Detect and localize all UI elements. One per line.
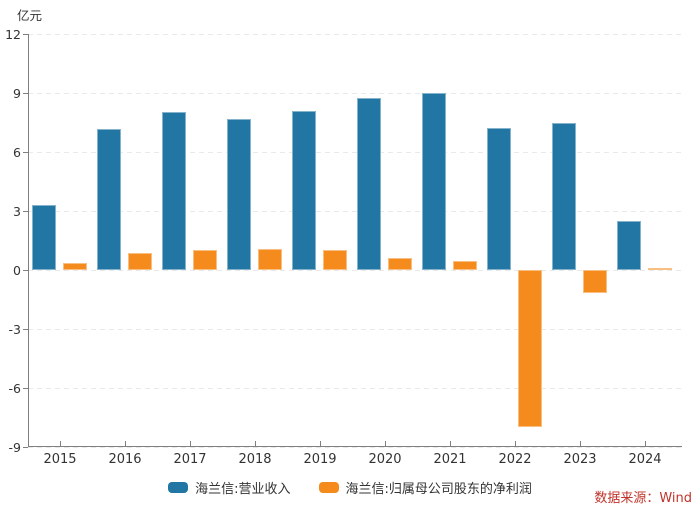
revenue-bar-2018: [227, 118, 251, 270]
y-tick-label-6: 6: [13, 144, 21, 160]
net-profit-bar-2016: [128, 253, 152, 270]
x-axis-tick-2018: [255, 441, 256, 446]
x-tick-label-2016: 2016: [108, 452, 142, 467]
net-profit-bar-2017: [193, 250, 217, 270]
revenue-bar-2015: [32, 205, 56, 270]
legend-swatch-revenue: [168, 482, 189, 493]
revenue-bar-2017: [162, 111, 186, 270]
x-tick-label-2017: 2017: [173, 452, 207, 467]
y-axis-unit-label: 亿元: [17, 8, 43, 23]
x-axis-tick-2021: [450, 441, 451, 446]
y-axis-line: [28, 34, 29, 447]
x-tick-label-2020: 2020: [368, 452, 402, 467]
y-axis-tick--6: [23, 387, 28, 389]
x-axis-tick-2019: [320, 441, 321, 446]
x-tick-label-2024: 2024: [628, 452, 662, 467]
revenue-bar-2019: [292, 110, 316, 270]
y-axis-tick-0: [23, 269, 28, 271]
net-profit-bar-2024: [648, 268, 672, 271]
x-tick-label-2023: 2023: [563, 452, 597, 467]
x-axis-tick-2015: [60, 441, 61, 446]
y-axis-tick-6: [23, 151, 28, 153]
legend-item-revenue: 海兰信:营业收入: [168, 478, 291, 497]
gridline--3: [28, 328, 682, 330]
net-profit-bar-2015: [63, 263, 87, 270]
x-axis-tick-2023: [580, 441, 581, 446]
y-tick-label--3: -3: [8, 321, 21, 337]
y-tick-label-9: 9: [13, 85, 21, 101]
y-tick-label--6: -6: [8, 380, 21, 396]
net-profit-bar-2020: [388, 258, 412, 270]
legend-label-net-profit: 海兰信:归属母公司股东的净利润: [345, 482, 532, 497]
revenue-bar-2022: [487, 128, 511, 270]
legend: 海兰信:营业收入 海兰信:归属母公司股东的净利润: [0, 478, 700, 497]
gridline-0: [28, 269, 682, 271]
data-source-label: 数据来源：Wind: [594, 491, 692, 506]
legend-item-net-profit: 海兰信:归属母公司股东的净利润: [318, 478, 532, 497]
x-tick-label-2022: 2022: [498, 452, 532, 467]
legend-label-revenue: 海兰信:营业收入: [195, 482, 291, 497]
x-axis-tick-2016: [125, 441, 126, 446]
x-axis-line: [28, 446, 682, 447]
revenue-bar-2021: [422, 93, 446, 270]
net-profit-bar-2023: [583, 270, 607, 293]
gridline-3: [28, 210, 682, 212]
gridline-9: [28, 92, 682, 94]
y-tick-label-3: 3: [13, 203, 21, 219]
y-axis-tick-3: [23, 210, 28, 212]
x-axis-tick-2017: [190, 441, 191, 446]
x-tick-label-2019: 2019: [303, 452, 337, 467]
y-axis-tick-9: [23, 92, 28, 94]
revenue-bar-2020: [357, 97, 381, 270]
y-tick-label-0: 0: [13, 262, 21, 278]
y-axis-tick--9: [23, 446, 28, 448]
legend-swatch-net-profit: [318, 482, 339, 493]
net-profit-bar-2018: [258, 249, 282, 270]
y-axis-tick-12: [23, 33, 28, 35]
revenue-bar-2016: [97, 129, 121, 270]
y-tick-label--9: -9: [8, 439, 21, 455]
gridline-12: [28, 33, 682, 35]
net-profit-bar-2022: [518, 270, 542, 428]
x-tick-label-2021: 2021: [433, 452, 467, 467]
plot-area: 12 9 6 3 0 -3 -6 -9 2015 2016 2017 2018 2019 2020 2021…: [5, 27, 682, 467]
x-axis-tick-2020: [385, 441, 386, 446]
x-tick-label-2018: 2018: [238, 452, 272, 467]
y-axis-tick--3: [23, 328, 28, 330]
revenue-bar-2024: [617, 220, 641, 270]
gridline--6: [28, 387, 682, 389]
gridline--9: [28, 446, 682, 448]
gridline-6: [28, 151, 682, 153]
x-axis-tick-2022: [515, 441, 516, 446]
revenue-bar-2023: [552, 122, 576, 270]
net-profit-bar-2021: [453, 261, 477, 270]
net-profit-bar-2019: [323, 250, 347, 270]
x-tick-label-2015: 2015: [43, 452, 77, 467]
x-axis-tick-2024: [645, 441, 646, 446]
y-tick-label-12: 12: [5, 26, 21, 42]
